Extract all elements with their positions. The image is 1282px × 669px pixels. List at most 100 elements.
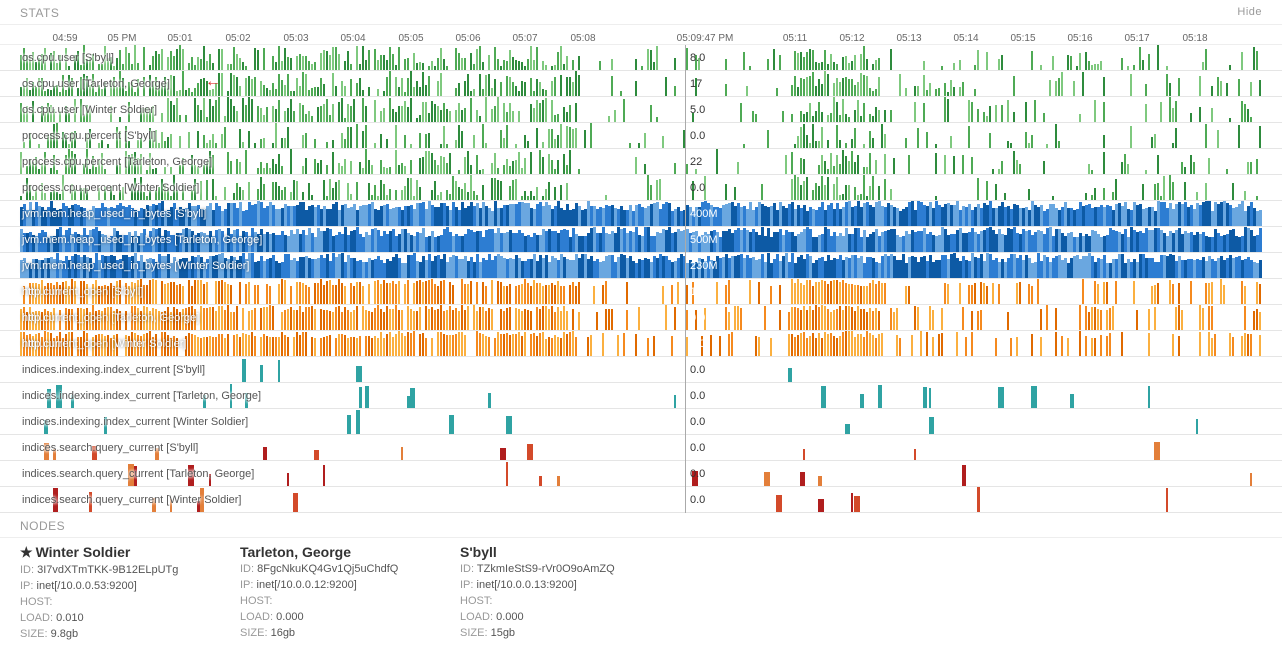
sparkline [0, 227, 1282, 252]
sparkline [0, 357, 1282, 382]
field-value: 0.000 [496, 611, 524, 623]
stat-row-idx-tarleton[interactable]: indices.indexing.index_current [Tarleton… [0, 383, 1282, 409]
field-key: LOAD: [460, 611, 493, 623]
node-field-host: HOST: [240, 594, 430, 610]
timeline-tick: 05 PM [108, 33, 137, 44]
field-value: inet[/10.0.0.12:9200] [257, 579, 357, 591]
node-field-ip: IP: inet[/10.0.0.53:9200] [20, 579, 210, 595]
timeline-tick: 05:11 [783, 33, 807, 44]
timeline-tick: 04:59 [52, 33, 77, 44]
stat-row-srch-tarleton[interactable]: indices.search.query_current [Tarleton, … [0, 461, 1282, 487]
sparkline [0, 253, 1282, 278]
node-name-text: S'byll [460, 544, 497, 560]
field-key: HOST: [460, 595, 492, 607]
sparkline [0, 461, 1282, 486]
field-key: LOAD: [240, 611, 273, 623]
stat-row-cpu-winter[interactable]: os.cpu.user [Winter Soldier]5.0 [0, 97, 1282, 123]
sparkline [0, 71, 1282, 96]
field-value: 8FgcNkuKQ4Gv1Qj5uChdfQ [257, 563, 398, 575]
timeline-tick: 05:12 [839, 33, 864, 44]
stat-row-http-winter[interactable]: http.current_open [Winter Soldier]0.0 [0, 331, 1282, 357]
field-value: inet[/10.0.0.53:9200] [37, 580, 137, 592]
stat-row-heap-winter[interactable]: jvm.mem.heap_used_in_bytes [Winter Soldi… [0, 253, 1282, 279]
field-value: inet[/10.0.0.13:9200] [477, 579, 577, 591]
timeline-tick: 05:15 [1010, 33, 1035, 44]
stats-title: STATS [20, 6, 59, 20]
field-key: HOST: [20, 596, 52, 608]
timeline-axis: 04:5905 PM05:0105:0205:0305:0405:0505:06… [0, 25, 1282, 45]
timeline-tick: 05:18 [1182, 33, 1207, 44]
field-key: ID: [20, 564, 34, 576]
nodes-list: ★Winter SoldierID: 3I7vdXTmTKK-9B12ELpUT… [0, 538, 1282, 653]
nodes-header: NODES [0, 513, 1282, 538]
node-field-size: SIZE: 15gb [460, 626, 650, 642]
stats-rows: os.cpu.user [S'byll]8.0os.cpu.user [Tarl… [0, 45, 1282, 513]
node-field-host: HOST: [460, 594, 650, 610]
stat-row-cpu-sbyll[interactable]: os.cpu.user [S'byll]8.0 [0, 45, 1282, 71]
field-key: IP: [240, 579, 253, 591]
stat-row-proc-tarleton[interactable]: process.cpu.percent [Tarleton, George]22 [0, 149, 1282, 175]
timeline-tick: 05:05 [398, 33, 423, 44]
stat-row-heap-sbyll[interactable]: jvm.mem.heap_used_in_bytes [S'byll]400M [0, 201, 1282, 227]
timeline-tick: 05:07 [512, 33, 537, 44]
field-value: 9.8gb [51, 628, 79, 640]
stat-row-srch-sbyll[interactable]: indices.search.query_current [S'byll]0.0 [0, 435, 1282, 461]
sparkline [0, 487, 1282, 512]
node-name: Tarleton, George [240, 544, 430, 560]
stat-row-srch-winter[interactable]: indices.search.query_current [Winter Sol… [0, 487, 1282, 513]
primary-star-icon: ★ [20, 544, 33, 560]
node-field-id: ID: 8FgcNkuKQ4Gv1Qj5uChdfQ [240, 562, 430, 578]
annotation-arrow: ← [205, 73, 221, 91]
field-value: 3I7vdXTmTKK-9B12ELpUTg [37, 564, 178, 576]
stat-row-http-tarleton[interactable]: http.current_open [Tarleton, George]0.0 [0, 305, 1282, 331]
timeline-tick: 05:03 [283, 33, 308, 44]
node-name: ★Winter Soldier [20, 544, 210, 561]
field-key: IP: [460, 579, 473, 591]
field-value: 0.000 [276, 611, 304, 623]
node-name-text: Tarleton, George [240, 544, 351, 560]
stat-row-cpu-tarleton[interactable]: os.cpu.user [Tarleton, George]17 [0, 71, 1282, 97]
node-name: S'byll [460, 544, 650, 560]
timeline-tick: 05:08 [570, 33, 595, 44]
node-name-text: Winter Soldier [36, 544, 131, 560]
timeline-tick: 05:04 [340, 33, 365, 44]
timeline-tick: 05:01 [167, 33, 192, 44]
sparkline [0, 305, 1282, 330]
field-value: 15gb [491, 627, 515, 639]
node-field-size: SIZE: 16gb [240, 626, 430, 642]
field-value: TZkmIeStS9-rVr0O9oAmZQ [477, 563, 615, 575]
node-field-ip: IP: inet[/10.0.0.13:9200] [460, 578, 650, 594]
node-card[interactable]: ★Winter SoldierID: 3I7vdXTmTKK-9B12ELpUT… [20, 544, 210, 643]
node-field-ip: IP: inet[/10.0.0.12:9200] [240, 578, 430, 594]
stat-row-heap-tarleton[interactable]: jvm.mem.heap_used_in_bytes [Tarleton, Ge… [0, 227, 1282, 253]
stat-row-idx-sbyll[interactable]: indices.indexing.index_current [S'byll]0… [0, 357, 1282, 383]
timeline-tick: 05:17 [1124, 33, 1149, 44]
node-field-size: SIZE: 9.8gb [20, 627, 210, 643]
hide-link[interactable]: Hide [1237, 6, 1262, 20]
node-field-host: HOST: [20, 595, 210, 611]
sparkline [0, 149, 1282, 174]
node-field-load: LOAD: 0.000 [240, 610, 430, 626]
field-key: SIZE: [240, 627, 268, 639]
sparkline [0, 383, 1282, 408]
sparkline [0, 279, 1282, 304]
sparkline [0, 201, 1282, 226]
node-card[interactable]: Tarleton, George ID: 8FgcNkuKQ4Gv1Qj5uChd… [240, 544, 430, 643]
nodes-title: NODES [20, 519, 65, 533]
stat-row-proc-winter[interactable]: process.cpu.percent [Winter Soldier]0.0 [0, 175, 1282, 201]
stat-row-idx-winter[interactable]: indices.indexing.index_current [Winter S… [0, 409, 1282, 435]
field-key: LOAD: [20, 612, 53, 624]
timeline-tick: 05:16 [1067, 33, 1092, 44]
node-field-load: LOAD: 0.010 [20, 611, 210, 627]
stat-row-proc-sbyll[interactable]: process.cpu.percent [S'byll]0.0 [0, 123, 1282, 149]
sparkline [0, 123, 1282, 148]
node-card[interactable]: S'byllID: TZkmIeStS9-rVr0O9oAmZQIP: inet… [460, 544, 650, 643]
sparkline [0, 331, 1282, 356]
timeline-tick: 05:14 [953, 33, 978, 44]
field-key: SIZE: [460, 627, 488, 639]
stat-row-http-sbyll[interactable]: http.current_open [S'byll]1.0 [0, 279, 1282, 305]
node-field-id: ID: 3I7vdXTmTKK-9B12ELpUTg [20, 563, 210, 579]
sparkline [0, 45, 1282, 70]
sparkline [0, 435, 1282, 460]
timeline-tick: 05:06 [455, 33, 480, 44]
